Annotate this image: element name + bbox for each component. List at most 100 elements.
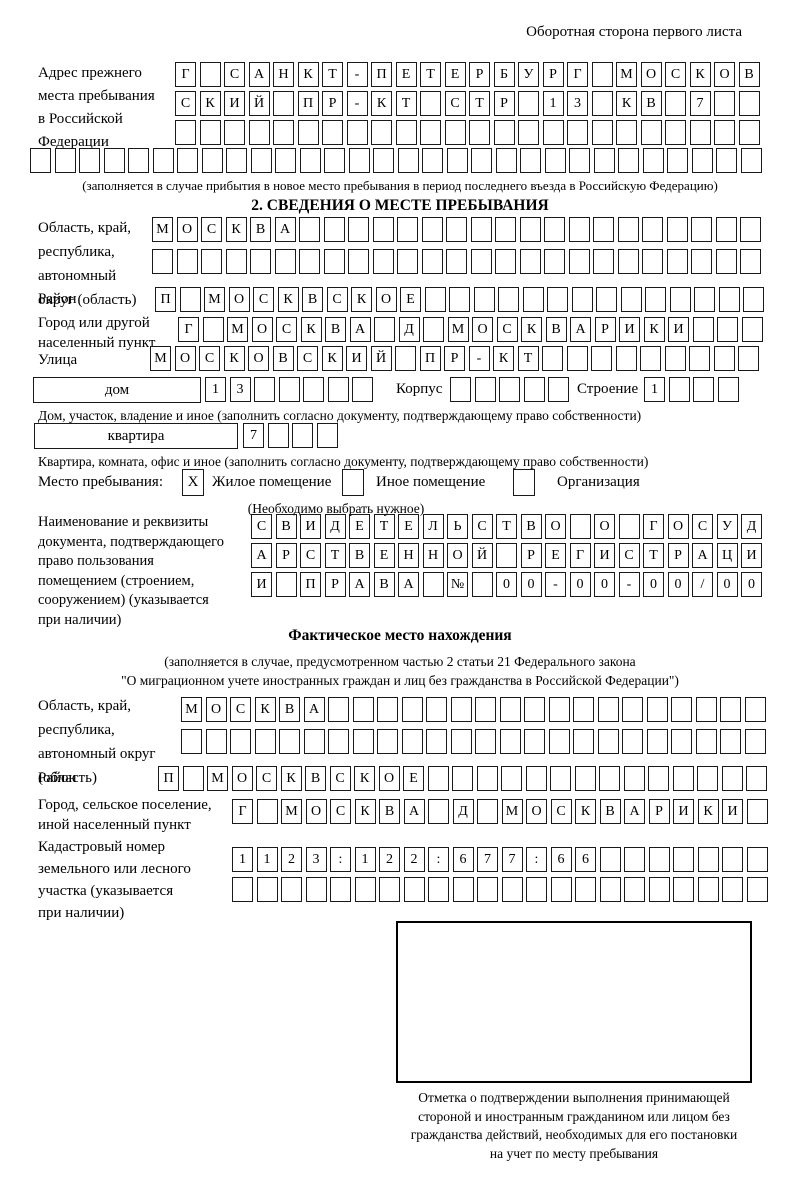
char-cell [152, 249, 173, 274]
char-cell [469, 120, 490, 145]
char-cell [738, 120, 760, 145]
char-cell: А [274, 217, 296, 242]
char-cell [524, 729, 545, 754]
cadastral-row-2 [232, 877, 768, 902]
char-cell [352, 697, 374, 722]
char-cell: С [256, 766, 277, 791]
char-cell [519, 217, 541, 242]
char-cell: 3 [305, 847, 327, 872]
char-cell [274, 249, 296, 274]
char-cell [542, 346, 563, 371]
region2-label: Область, край, республика, автономный окру… [38, 694, 156, 790]
char-cell [226, 148, 247, 173]
stay-option-residential-label: Жилое помещение [212, 474, 332, 490]
char-cell: Т [395, 91, 417, 116]
char-cell: О [447, 543, 468, 568]
char-cell [672, 766, 694, 791]
char-cell: : [330, 847, 351, 872]
char-cell: - [545, 572, 566, 597]
char-cell: К [643, 317, 665, 342]
char-cell: Р [594, 317, 616, 342]
char-cell: О [472, 317, 493, 342]
char-cell: С [201, 217, 222, 242]
char-cell: С [692, 514, 713, 539]
char-cell [668, 377, 690, 402]
char-cell: Д [398, 317, 420, 342]
char-cell: А [349, 317, 371, 342]
char-cell [624, 877, 645, 902]
char-cell [593, 249, 614, 274]
char-cell: К [223, 346, 245, 371]
char-cell [395, 346, 416, 371]
char-cell [746, 847, 768, 872]
char-cell: В [520, 514, 542, 539]
char-cell [575, 877, 596, 902]
char-cell [474, 377, 496, 402]
char-cell [401, 697, 423, 722]
char-cell: С [330, 799, 351, 824]
stamp-caption: Отметка о подтверждении выполнения прини… [383, 1089, 765, 1163]
char-cell: 1 [354, 847, 376, 872]
char-cell [348, 148, 370, 173]
label-line: земельного или лесного [38, 861, 191, 877]
char-cell: Д [324, 514, 346, 539]
stay-type-note: (Необходимо выбрать нужное) [247, 501, 425, 516]
char-cell [54, 148, 76, 173]
char-cell: К [697, 799, 719, 824]
char-cell [547, 287, 568, 312]
char-cell [377, 697, 398, 722]
char-cell: В [305, 766, 326, 791]
char-cell: И [619, 317, 640, 342]
region-label: Область, край, республика, автономный округ… [38, 216, 136, 312]
char-cell: - [346, 62, 368, 87]
char-cell [498, 287, 519, 312]
char-cell: Г [178, 317, 199, 342]
char-cell: Д [741, 514, 762, 539]
char-cell [669, 287, 691, 312]
char-cell [695, 697, 717, 722]
document-label: Наименование и реквизиты документа, подтв… [38, 513, 224, 630]
char-cell: О [714, 62, 735, 87]
char-cell [548, 729, 570, 754]
char-cell [746, 799, 768, 824]
label-line: республика, [38, 244, 115, 260]
char-cell: М [616, 62, 637, 87]
cadastral-label: Кадастровый номер земельного или лесного у… [38, 836, 191, 924]
char-cell [424, 287, 446, 312]
char-cell: С [444, 91, 466, 116]
char-cell: Р [275, 543, 297, 568]
char-cell [518, 91, 539, 116]
char-cell: Т [420, 62, 441, 87]
char-cell: С [329, 766, 351, 791]
char-cell [544, 249, 565, 274]
stroenie-row: 1 [644, 377, 739, 402]
char-cell [569, 514, 591, 539]
char-cell: В [349, 543, 370, 568]
char-cell [691, 249, 712, 274]
stay-checkbox-residential: X [182, 469, 204, 496]
char-cell [599, 847, 621, 872]
char-cell [175, 120, 196, 145]
char-cell [623, 766, 645, 791]
char-cell [348, 217, 369, 242]
char-cell [250, 148, 272, 173]
label-line: места пребывания [38, 88, 155, 104]
char-cell [452, 877, 474, 902]
char-cell [446, 249, 467, 274]
char-cell [697, 877, 719, 902]
char-cell: К [521, 317, 542, 342]
char-cell [452, 766, 473, 791]
char-cell: У [518, 62, 539, 87]
char-cell [717, 317, 738, 342]
char-cell [471, 572, 493, 597]
char-cell: О [248, 346, 269, 371]
char-cell: П [158, 766, 179, 791]
char-cell [354, 877, 376, 902]
char-cell [182, 766, 204, 791]
char-cell [322, 120, 343, 145]
char-cell [446, 148, 468, 173]
char-cell [744, 729, 766, 754]
char-cell: Т [373, 514, 395, 539]
